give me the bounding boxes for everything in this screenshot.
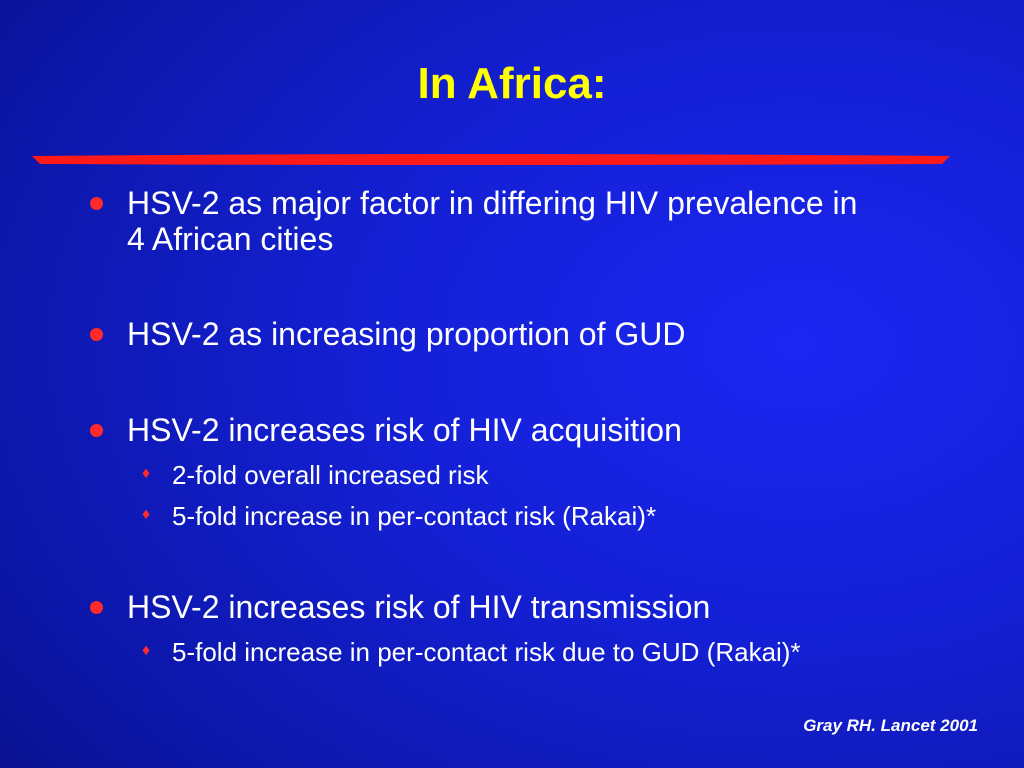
bullet-text: HSV-2 as increasing proportion of GUD [127,316,686,352]
bullet-dot-icon [90,601,103,614]
bullet-dot-icon [90,197,103,210]
sub-bullet-text: 5-fold increase in per-contact risk due … [172,637,801,667]
bullet-text: HSV-2 as major factor in differing HIV p… [127,185,858,257]
bullet-text: HSV-2 increases risk of HIV transmission [127,589,711,625]
sub-bullet-text: 5-fold increase in per-contact risk (Rak… [172,501,657,531]
bullet-dot-icon [90,328,103,341]
diamond-bullet-icon: ♦ [142,642,151,659]
bullet-dot-icon [90,424,103,437]
title-underline [32,154,950,165]
sub-bullet-text: 2-fold overall increased risk [172,460,489,490]
bullet-text: HSV-2 increases risk of HIV acquisition [127,412,682,448]
slide-title: In Africa: [417,59,607,108]
diamond-bullet-icon: ♦ [142,506,151,523]
diamond-bullet-icon: ♦ [142,465,151,482]
citation: Gray RH. Lancet 2001 [803,716,978,735]
